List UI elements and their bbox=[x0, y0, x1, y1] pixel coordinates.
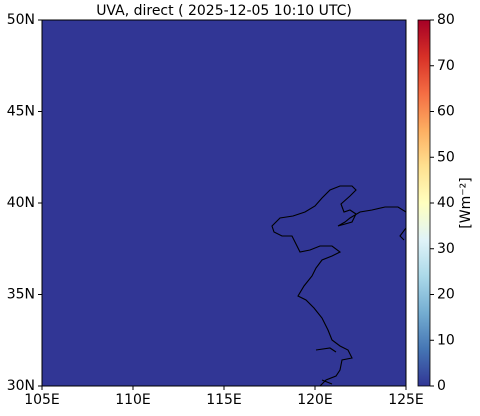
chart-title: UVA, direct ( 2025-12-05 10:10 UTC) bbox=[96, 3, 352, 19]
y-tick-label: 35N bbox=[7, 287, 35, 303]
colorbar-tick-label: 20 bbox=[437, 287, 455, 303]
y-tick-label: 30N bbox=[7, 378, 35, 394]
x-tick-label: 125E bbox=[388, 392, 424, 408]
y-tick-label: 45N bbox=[7, 104, 35, 120]
colorbar-tick-label: 40 bbox=[437, 195, 455, 211]
x-tick-label: 105E bbox=[24, 392, 60, 408]
y-tick-label: 40N bbox=[7, 195, 35, 211]
field bbox=[42, 20, 406, 386]
colorbar-tick-label: 60 bbox=[437, 104, 455, 120]
colorbar-tick-label: 0 bbox=[437, 378, 446, 394]
colorbar-tick-label: 80 bbox=[437, 12, 455, 28]
colorbar-tick-label: 70 bbox=[437, 58, 455, 74]
colorbar-tick-label: 50 bbox=[437, 149, 455, 165]
x-tick-label: 115E bbox=[206, 392, 242, 408]
colorbar-tick-label: 30 bbox=[437, 241, 455, 257]
x-tick-label: 110E bbox=[115, 392, 151, 408]
colorbar-tick-label: 10 bbox=[437, 332, 455, 348]
colorbar bbox=[417, 19, 431, 387]
y-tick-label: 50N bbox=[7, 12, 35, 28]
x-tick-label: 120E bbox=[297, 392, 333, 408]
coastline bbox=[271, 185, 406, 386]
colorbar-label: [Wm⁻²] bbox=[458, 177, 474, 228]
